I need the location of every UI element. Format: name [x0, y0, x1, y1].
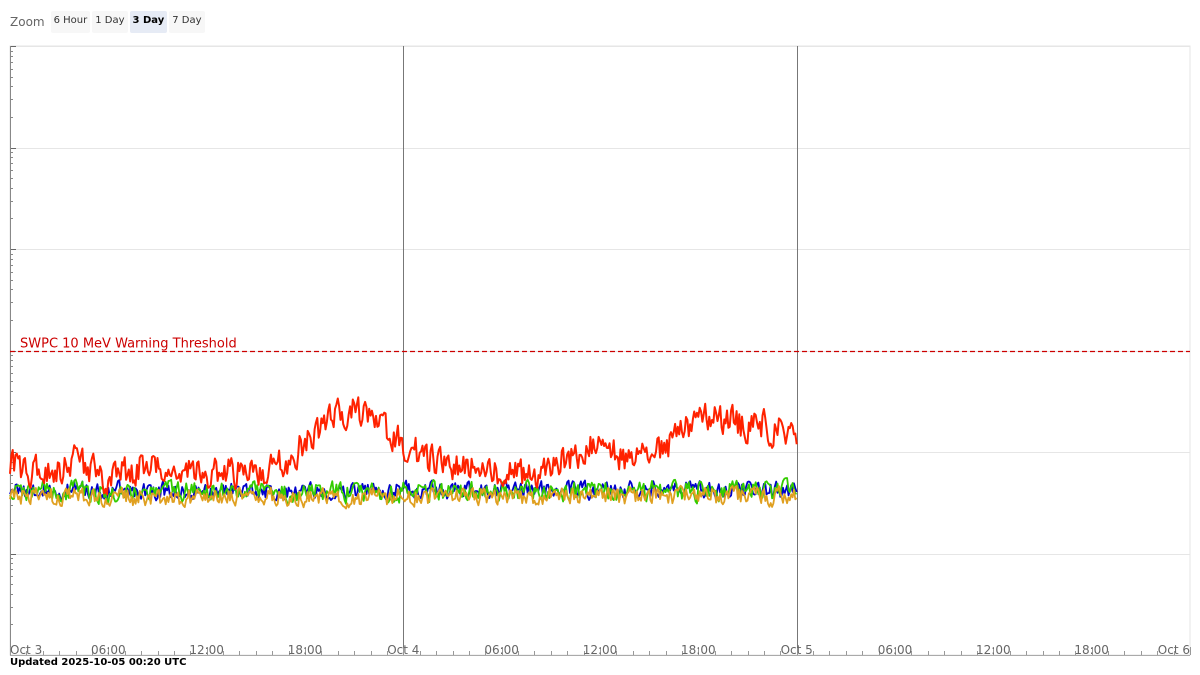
zoom-7-day-button[interactable]: 7 Day	[169, 11, 205, 33]
series-line-500MeVmev	[9, 484, 798, 510]
x-tick-label: 06:00	[91, 643, 126, 657]
zoom-1-day-button[interactable]: 1 Day	[92, 11, 128, 33]
x-tick-label: 18:00	[288, 643, 323, 657]
warning-threshold-label: SWPC 10 MeV Warning Threshold	[20, 337, 237, 352]
zoom-bar: Zoom 6 Hour 1 Day 3 Day 7 Day	[10, 10, 205, 34]
x-tick-label: 18:00	[681, 643, 716, 657]
x-tick-label: 12:00	[583, 643, 618, 657]
series-line-10MeVmev	[9, 396, 798, 496]
series-line-100MeVmev	[9, 477, 797, 506]
x-tick-label: 06:00	[878, 643, 913, 657]
x-tick-label: 06:00	[484, 643, 519, 657]
x-tick-label: 18:00	[1074, 643, 1109, 657]
x-tick-label: Oct 4	[387, 643, 419, 657]
x-tick-label: 12:00	[976, 643, 1011, 657]
updated-timestamp: Updated 2025-10-05 00:20 UTC	[10, 657, 187, 668]
zoom-label: Zoom	[10, 15, 45, 29]
zoom-6-hour-button[interactable]: 6 Hour	[50, 11, 91, 33]
x-tick-label: Oct 6	[1158, 643, 1190, 657]
x-tick-label: 12:00	[189, 643, 224, 657]
x-tick-label: Oct 3	[10, 643, 42, 657]
zoom-3-day-button[interactable]: 3 Day	[129, 11, 168, 33]
x-tick-label: Oct 5	[781, 643, 813, 657]
